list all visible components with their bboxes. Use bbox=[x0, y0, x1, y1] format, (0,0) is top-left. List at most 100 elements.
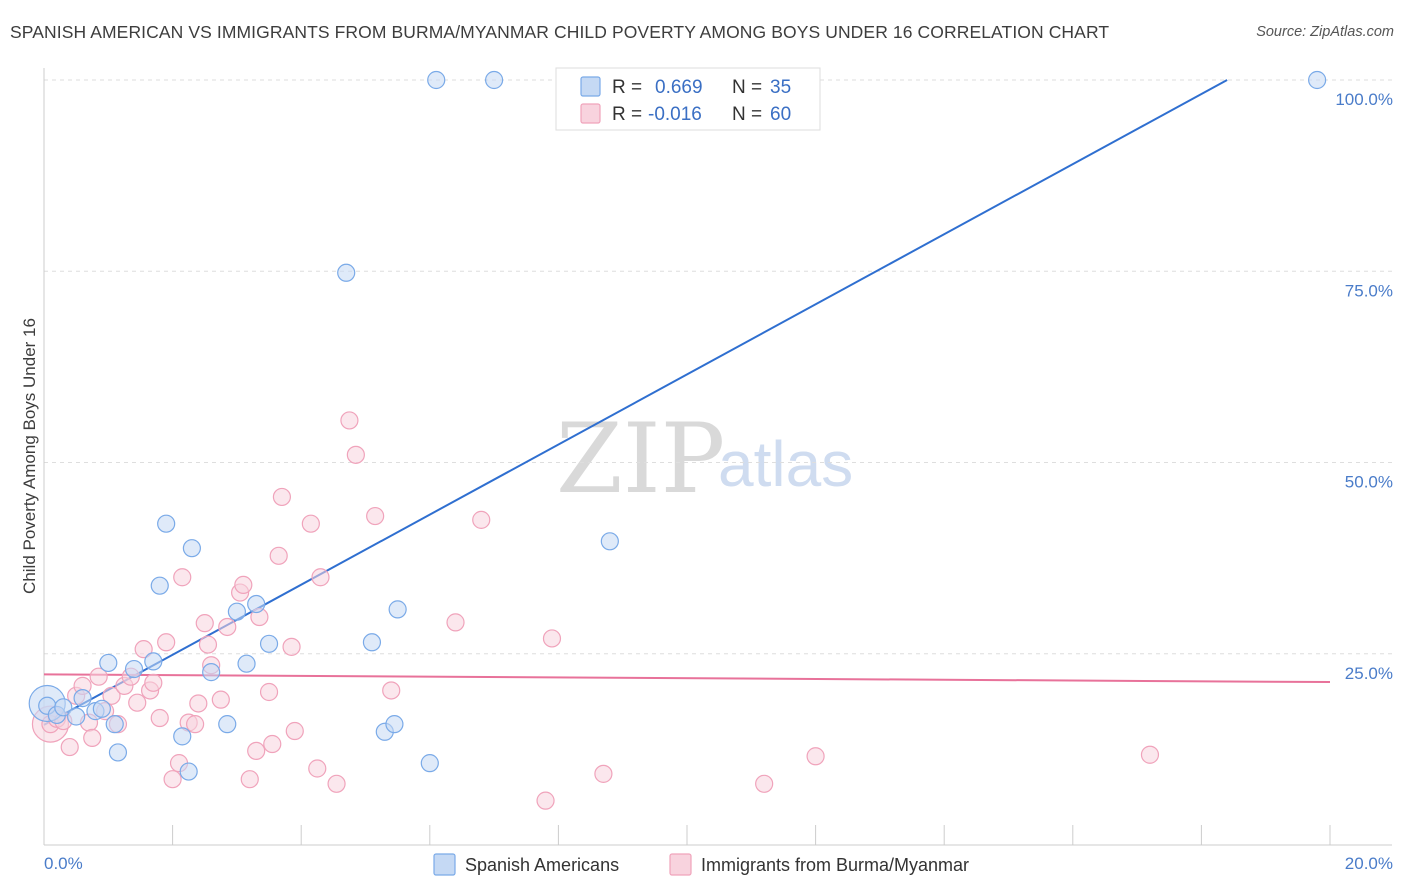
data-point-spanish bbox=[388, 600, 407, 619]
data-point-burma bbox=[189, 694, 208, 713]
y-tick-label: 75.0% bbox=[1345, 281, 1393, 300]
legend-r-value-1: 0.669 bbox=[655, 77, 703, 98]
legend-swatch-spanish bbox=[580, 76, 601, 97]
y-tick-labels: 25.0% 50.0% 75.0% 100.0% bbox=[1335, 90, 1393, 683]
trend-line-burma bbox=[43, 673, 1331, 684]
data-point-burma bbox=[382, 681, 401, 700]
data-point-spanish bbox=[179, 762, 198, 781]
data-point-burma bbox=[234, 575, 253, 595]
x-tick-labels: 0.0% 20.0% bbox=[44, 854, 1393, 873]
y-tick-label: 100.0% bbox=[1335, 90, 1393, 109]
data-point-burma bbox=[150, 708, 169, 728]
chart-title: SPANISH AMERICAN VS IMMIGRANTS FROM BURM… bbox=[10, 22, 1110, 42]
data-point-burma bbox=[1140, 745, 1160, 764]
data-point-spanish bbox=[202, 663, 221, 682]
data-point-burma bbox=[327, 774, 346, 793]
data-point-burma bbox=[594, 764, 613, 783]
data-point-spanish bbox=[420, 754, 439, 773]
data-point-burma bbox=[198, 635, 218, 654]
data-point-burma bbox=[83, 728, 102, 748]
source-label: Source: ZipAtlas.com bbox=[1256, 24, 1394, 40]
data-point-spanish bbox=[337, 263, 356, 282]
data-point-burma bbox=[259, 682, 279, 702]
legend-n-value-2: 60 bbox=[770, 104, 791, 125]
data-point-spanish bbox=[485, 70, 504, 90]
data-point-burma bbox=[446, 613, 465, 632]
legend-r-label-1: R = bbox=[612, 77, 642, 98]
legend-n-label-1: N = bbox=[732, 77, 762, 98]
watermark: ZIP atlas bbox=[556, 403, 853, 515]
data-point-burma bbox=[308, 759, 327, 778]
data-point-burma bbox=[311, 568, 330, 587]
legend-r-label-2: R = bbox=[612, 104, 642, 125]
data-point-burma bbox=[240, 770, 259, 789]
data-point-burma bbox=[60, 737, 79, 757]
data-point-spanish bbox=[600, 532, 619, 551]
x-tick-label: 0.0% bbox=[44, 854, 83, 873]
data-point-spanish bbox=[105, 715, 124, 734]
y-axis-label: Child Poverty Among Boys Under 16 bbox=[20, 318, 39, 594]
data-point-spanish bbox=[1308, 70, 1327, 90]
data-point-spanish bbox=[227, 602, 246, 621]
data-point-burma bbox=[134, 640, 153, 659]
data-point-burma bbox=[218, 617, 237, 637]
data-point-burma bbox=[89, 667, 108, 686]
data-point-spanish bbox=[173, 727, 192, 746]
data-point-burma bbox=[195, 614, 214, 633]
legend-n-value-1: 35 bbox=[770, 77, 791, 98]
data-point-spanish bbox=[54, 698, 73, 717]
data-points bbox=[28, 70, 1327, 810]
data-point-burma bbox=[536, 791, 555, 810]
data-point-burma bbox=[340, 411, 359, 430]
data-point-spanish bbox=[144, 652, 163, 671]
data-point-spanish bbox=[73, 689, 92, 708]
y-tick-label: 25.0% bbox=[1345, 664, 1393, 683]
axes bbox=[43, 68, 1392, 846]
data-point-spanish bbox=[259, 634, 279, 653]
legend-n-label-2: N = bbox=[732, 104, 762, 125]
data-point-spanish bbox=[247, 594, 266, 614]
data-point-burma bbox=[472, 510, 491, 529]
data-point-spanish bbox=[157, 514, 176, 533]
watermark-atlas: atlas bbox=[718, 428, 853, 500]
data-point-spanish bbox=[182, 539, 201, 558]
series-legend: Spanish Americans Immigrants from Burma/… bbox=[433, 853, 969, 876]
data-point-spanish bbox=[108, 743, 128, 762]
data-point-burma bbox=[263, 734, 282, 754]
data-point-burma bbox=[301, 514, 320, 533]
data-point-spanish bbox=[92, 699, 111, 718]
data-point-spanish bbox=[67, 707, 86, 726]
legend-swatch-burma bbox=[580, 103, 601, 124]
data-point-spanish bbox=[362, 633, 382, 652]
data-point-burma bbox=[282, 637, 301, 656]
data-point-burma bbox=[542, 629, 562, 648]
correlation-legend: R = 0.669 N = 35 R = -0.016 N = 60 bbox=[555, 67, 821, 131]
series-legend-label-burma: Immigrants from Burma/Myanmar bbox=[701, 855, 969, 875]
x-tick-label: 20.0% bbox=[1345, 854, 1393, 873]
data-point-spanish bbox=[385, 715, 404, 734]
data-point-spanish bbox=[218, 715, 237, 734]
gridlines bbox=[44, 79, 1392, 655]
series-legend-swatch-spanish bbox=[433, 853, 456, 876]
data-point-burma bbox=[102, 686, 121, 705]
watermark-zip: ZIP bbox=[556, 403, 725, 515]
data-point-burma bbox=[269, 546, 288, 565]
legend-r-value-2: -0.016 bbox=[648, 104, 702, 125]
data-point-burma bbox=[144, 673, 163, 692]
data-point-burma bbox=[157, 633, 176, 652]
data-point-spanish bbox=[237, 654, 256, 673]
data-point-spanish bbox=[99, 653, 118, 673]
data-point-burma bbox=[186, 715, 205, 734]
data-point-burma bbox=[163, 770, 182, 789]
data-point-burma bbox=[173, 568, 192, 587]
data-point-burma bbox=[285, 721, 304, 741]
data-point-burma bbox=[366, 506, 385, 526]
data-point-burma bbox=[346, 445, 365, 464]
data-point-spanish bbox=[427, 70, 446, 90]
series-legend-swatch-burma bbox=[669, 853, 692, 876]
data-point-burma bbox=[211, 690, 230, 709]
data-point-burma bbox=[755, 774, 774, 793]
data-point-burma bbox=[247, 741, 266, 761]
data-point-burma bbox=[128, 693, 147, 712]
